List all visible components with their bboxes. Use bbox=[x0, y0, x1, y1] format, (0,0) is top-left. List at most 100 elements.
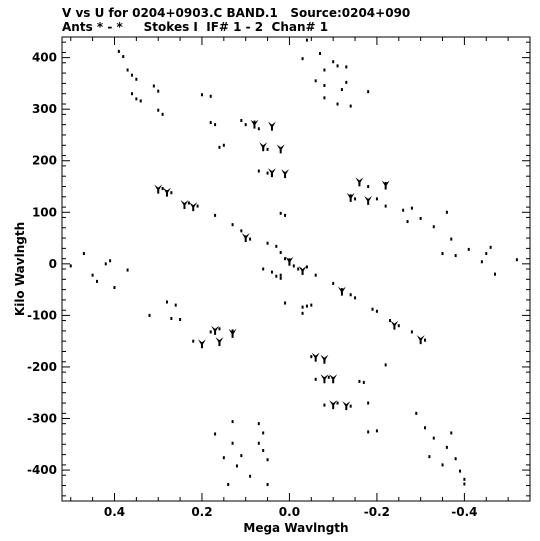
data-point bbox=[424, 426, 426, 429]
data-point bbox=[245, 123, 247, 126]
data-cluster-mark bbox=[154, 185, 162, 194]
data-point bbox=[192, 340, 194, 343]
data-point bbox=[398, 324, 400, 327]
data-point bbox=[157, 90, 159, 93]
data-cluster bbox=[281, 169, 289, 178]
data-cluster-mark bbox=[163, 188, 171, 197]
data-cluster bbox=[355, 177, 363, 186]
data-cluster-mark bbox=[242, 233, 250, 242]
data-point bbox=[372, 308, 374, 311]
data-point bbox=[135, 78, 137, 81]
data-point bbox=[223, 456, 225, 459]
data-point bbox=[197, 205, 199, 208]
data-point bbox=[170, 191, 172, 194]
data-point bbox=[267, 172, 269, 175]
data-point bbox=[490, 246, 492, 249]
data-point bbox=[485, 252, 487, 255]
data-point bbox=[323, 68, 325, 71]
data-point bbox=[249, 475, 251, 478]
data-point bbox=[175, 304, 177, 307]
data-point bbox=[463, 482, 465, 485]
data-point bbox=[516, 258, 518, 261]
data-point bbox=[140, 99, 142, 102]
data-point bbox=[131, 74, 133, 77]
data-point bbox=[433, 437, 435, 440]
data-cluster bbox=[277, 144, 285, 153]
data-point bbox=[280, 251, 282, 254]
y-tick-label: -100 bbox=[27, 308, 57, 322]
data-point bbox=[481, 260, 483, 263]
data-point bbox=[236, 464, 238, 467]
data-cluster-mark bbox=[312, 353, 320, 362]
data-cluster bbox=[342, 401, 350, 410]
data-point bbox=[367, 90, 369, 93]
y-tick-label: 400 bbox=[32, 51, 57, 65]
data-cluster-mark bbox=[382, 180, 390, 189]
data-point bbox=[341, 88, 343, 91]
data-point bbox=[354, 296, 356, 299]
data-point bbox=[275, 245, 277, 248]
data-point bbox=[70, 264, 72, 267]
data-cluster bbox=[154, 185, 162, 194]
data-point bbox=[367, 430, 369, 433]
data-point bbox=[262, 449, 264, 452]
y-tick-label: 300 bbox=[32, 102, 57, 116]
data-point bbox=[157, 109, 159, 112]
data-point bbox=[162, 113, 164, 116]
data-cluster-mark bbox=[329, 374, 337, 383]
data-point bbox=[92, 274, 94, 277]
data-point bbox=[122, 55, 124, 58]
data-point bbox=[363, 381, 365, 384]
data-point bbox=[450, 431, 452, 434]
x-tick-label: -0.4 bbox=[451, 505, 477, 519]
data-cluster-mark bbox=[268, 168, 276, 177]
data-point bbox=[350, 405, 352, 408]
data-cluster-mark bbox=[390, 321, 398, 330]
data-cluster-mark bbox=[189, 202, 197, 211]
data-point bbox=[284, 302, 286, 305]
data-point bbox=[267, 458, 269, 461]
data-point bbox=[201, 93, 203, 96]
data-cluster-mark bbox=[277, 144, 285, 153]
data-cluster bbox=[312, 353, 320, 362]
data-point bbox=[280, 274, 282, 277]
data-point bbox=[315, 274, 317, 277]
data-cluster bbox=[189, 202, 197, 211]
data-point bbox=[385, 205, 387, 208]
data-cluster bbox=[268, 168, 276, 177]
data-cluster bbox=[285, 257, 293, 266]
data-point bbox=[240, 229, 242, 232]
y-tick-label: -200 bbox=[27, 360, 57, 374]
data-point bbox=[227, 483, 229, 486]
data-point bbox=[258, 127, 260, 130]
data-point bbox=[337, 402, 339, 405]
y-tick-label: 100 bbox=[32, 205, 57, 219]
data-cluster bbox=[320, 374, 328, 383]
data-point bbox=[262, 431, 264, 434]
data-cluster bbox=[163, 188, 171, 197]
data-point bbox=[302, 57, 304, 60]
data-point bbox=[315, 79, 317, 82]
data-point bbox=[210, 95, 212, 98]
data-point bbox=[433, 225, 435, 228]
data-point bbox=[350, 105, 352, 108]
data-cluster-mark bbox=[281, 169, 289, 178]
data-point bbox=[240, 119, 242, 122]
data-point bbox=[148, 314, 150, 317]
data-point bbox=[337, 103, 339, 106]
data-point bbox=[306, 39, 308, 42]
data-point bbox=[218, 146, 220, 149]
data-cluster bbox=[390, 321, 398, 330]
data-cluster-mark bbox=[285, 257, 293, 266]
data-point bbox=[135, 97, 137, 100]
data-point bbox=[407, 220, 409, 223]
data-cluster bbox=[382, 180, 390, 189]
data-point bbox=[411, 207, 413, 210]
data-point bbox=[367, 185, 369, 188]
data-point bbox=[455, 457, 457, 460]
data-point bbox=[302, 306, 304, 309]
x-axis-label: Mega Wavlngth bbox=[243, 521, 348, 535]
data-point bbox=[214, 214, 216, 217]
x-tick-label: 0.4 bbox=[104, 505, 125, 519]
x-tick-label: 0.0 bbox=[279, 505, 300, 519]
